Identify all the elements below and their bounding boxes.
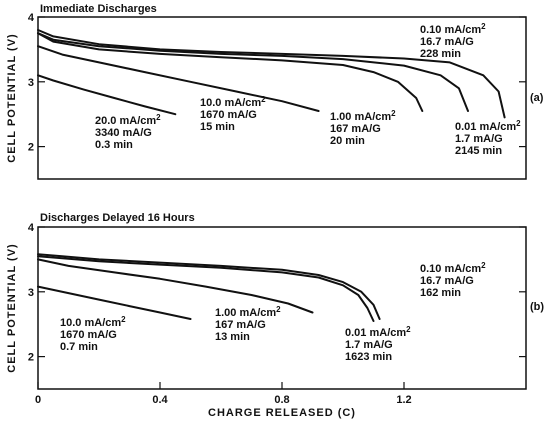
curve-label-3-line-1: 1.00 mA/cm2 <box>330 109 396 123</box>
curve-label-3-line-3: 1623 min <box>345 351 392 363</box>
y-tick-label: 4 <box>28 222 35 234</box>
curve-label-5-line-1: 0.10 mA/cm2 <box>420 22 486 36</box>
x-tick-label: 0 <box>35 394 41 406</box>
x-tick-label: 0.8 <box>274 394 289 406</box>
curve-label-2-line-1: 1.00 mA/cm2 <box>215 305 281 319</box>
curve-label-4-line-2: 16.7 mA/G <box>420 275 474 287</box>
curve-label-4-line-1: 0.01 mA/cm2 <box>455 119 521 133</box>
curve-label-2-line-2: 167 mA/G <box>215 319 266 331</box>
panel-b-title: Discharges Delayed 16 Hours <box>40 212 195 224</box>
discharge-curve-5 <box>37 29 506 119</box>
curve-label-1-line-1: 10.0 mA/cm2 <box>60 315 126 329</box>
discharge-curve-3 <box>37 255 375 322</box>
panel-b-ylabel: CELL POTENTIAL (V) <box>6 243 18 372</box>
curve-label-1-line-1: 20.0 mA/cm2 <box>95 113 161 127</box>
panel-b-tag: (b) <box>530 301 544 313</box>
discharge-curve-1 <box>37 285 192 320</box>
curve-label-5-line-3: 228 min <box>420 48 461 60</box>
panel-a-frame <box>37 16 527 180</box>
curve-label-4-line-2: 1.7 mA/G <box>455 133 503 145</box>
y-tick-label: 2 <box>28 352 34 364</box>
discharge-curve-1 <box>37 74 177 116</box>
panel-b: Discharges Delayed 16 Hours (b) CELL POT… <box>6 212 544 419</box>
discharge-curve-2 <box>37 45 320 112</box>
discharge-curve-4 <box>37 253 381 320</box>
curve-label-2-line-1: 10.0 mA/cm2 <box>200 95 266 109</box>
x-tick-label: 0.4 <box>152 394 168 406</box>
curve-label-2-line-3: 13 min <box>215 331 250 343</box>
panel-a-title: Immediate Discharges <box>40 3 157 15</box>
curve-label-4-line-1: 0.10 mA/cm2 <box>420 261 486 275</box>
curve-label-3-line-3: 20 min <box>330 135 365 147</box>
discharge-curve-2 <box>37 258 314 314</box>
panel-b-frame <box>37 226 527 390</box>
x-tick-label: 1.2 <box>396 394 411 406</box>
curve-label-2-line-3: 15 min <box>200 121 235 133</box>
curve-label-1-line-3: 0.7 min <box>60 341 98 353</box>
curve-label-1-line-2: 3340 mA/G <box>95 127 152 139</box>
curve-label-5-line-2: 16.7 mA/G <box>420 36 474 48</box>
curve-label-3-line-1: 0.01 mA/cm2 <box>345 325 411 339</box>
curve-label-1-line-3: 0.3 min <box>95 139 133 151</box>
curve-label-2-line-2: 1670 mA/G <box>200 109 257 121</box>
discharge-curve-4 <box>37 32 469 112</box>
discharge-curve-3 <box>37 32 424 112</box>
panel-a-tag: (a) <box>530 92 544 104</box>
y-tick-label: 3 <box>28 77 34 89</box>
y-tick-label: 3 <box>28 287 34 299</box>
x-axis-label: CHARGE RELEASED (C) <box>208 407 356 419</box>
curve-label-3-line-2: 167 mA/G <box>330 123 381 135</box>
curve-label-3-line-2: 1.7 mA/G <box>345 339 393 351</box>
curve-label-4-line-3: 2145 min <box>455 145 502 157</box>
panel-a: Immediate Discharges (a) CELL POTENTIAL … <box>6 3 544 180</box>
curve-label-4-line-3: 162 min <box>420 287 461 299</box>
panel-a-ylabel: CELL POTENTIAL (V) <box>6 33 18 162</box>
curve-label-1-line-2: 1670 mA/G <box>60 329 117 341</box>
y-tick-label: 2 <box>28 142 34 154</box>
y-tick-label: 4 <box>28 12 35 24</box>
